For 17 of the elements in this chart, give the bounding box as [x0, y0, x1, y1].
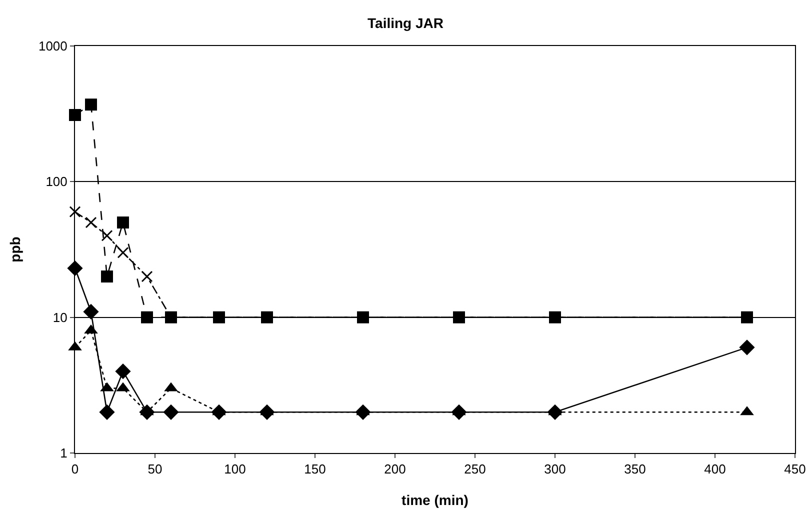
x-tick-label: 100	[224, 462, 246, 477]
x-tick-label: 400	[704, 462, 726, 477]
x-tick-label: 0	[71, 462, 79, 477]
x-tick-label: 200	[384, 462, 406, 477]
x-tick-label: 50	[148, 462, 162, 477]
y-axis-title: ppb	[7, 236, 24, 262]
x-axis-title: time (min)	[402, 492, 468, 508]
x-tick-label: 300	[544, 462, 566, 477]
chart-title: Tailing JAR	[368, 15, 444, 32]
y-tick-label: 10	[52, 310, 68, 325]
x-tick-label: 350	[624, 462, 646, 477]
y-tick-label: 100	[46, 174, 68, 190]
x-tick-label: 150	[304, 462, 326, 477]
x-tick-label: 250	[464, 462, 486, 477]
x-tick-label: 450	[784, 462, 806, 477]
y-tick-label: 1000	[38, 38, 68, 54]
y-tick-label: 1	[60, 446, 68, 461]
